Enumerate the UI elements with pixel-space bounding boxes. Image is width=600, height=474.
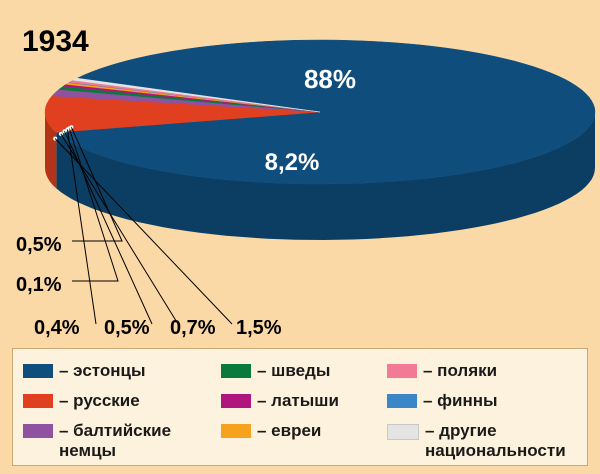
legend-item-swedes: – шведы — [221, 361, 330, 381]
value-label-1: 8,2% — [265, 149, 320, 176]
legend-swatch — [221, 424, 251, 438]
value-label-5: 0,4% — [34, 317, 80, 339]
leader-lines — [53, 125, 233, 325]
pie-slice-0 — [55, 39, 596, 185]
legend-item-estonians: – эстонцы — [23, 361, 146, 381]
callout-line-6 — [68, 128, 119, 282]
value-labels: 88% 8,2% 0,5% 0,1% 0,4% 0,5% 0,7% 1,5% — [16, 64, 356, 339]
legend-swatch — [387, 394, 417, 408]
legend-item-russians: – русские — [23, 391, 140, 411]
legend-label: – эстонцы — [59, 361, 146, 380]
legend-label: – евреи — [257, 421, 322, 440]
pie-sides — [45, 112, 596, 240]
value-label-2: 1,5% — [236, 317, 282, 339]
legend-label: – другие национальности — [425, 421, 566, 460]
legend-label: – балтийские немцы — [59, 421, 172, 460]
legend-swatch — [387, 364, 417, 378]
legend-swatch — [23, 424, 53, 438]
value-label-4: 0,5% — [104, 317, 150, 339]
legend-label: – финны — [423, 391, 498, 410]
legend-swatch — [23, 394, 53, 408]
legend-item-finns: – финны — [387, 391, 498, 411]
callout-line-7 — [70, 126, 123, 242]
legend-label: – латыши — [257, 391, 339, 410]
chart-title: 1934 — [22, 25, 89, 58]
callout-line-2 — [54, 138, 233, 325]
value-label-3: 0,7% — [170, 317, 216, 339]
legend-swatch — [221, 394, 251, 408]
pie-tops — [44, 39, 596, 185]
value-label-7: 0,5% — [16, 234, 62, 256]
pie-slice-8 — [72, 77, 321, 113]
legend-item-poles: – поляки — [387, 361, 497, 381]
legend-swatch — [387, 424, 419, 440]
legend-item-latvians: – латыши — [221, 391, 339, 411]
legend-item-baltic-germans: – балтийские немцы — [23, 421, 171, 461]
legend-label: – русские — [59, 391, 140, 410]
legend-label: – шведы — [257, 361, 331, 380]
pie-side-1 — [45, 112, 57, 189]
pie-side-0 — [56, 112, 596, 240]
value-label-6: 0,1% — [16, 274, 62, 296]
legend-item-jews: – евреи — [221, 421, 321, 441]
callout-line-5 — [67, 129, 97, 325]
legend-swatch — [221, 364, 251, 378]
legend-label: – поляки — [423, 361, 498, 380]
pie-slice-1 — [44, 95, 321, 133]
legend: – эстонцы – русские – балтийские немцы –… — [12, 348, 588, 466]
legend-swatch — [23, 364, 53, 378]
legend-item-other: – другие национальности — [387, 421, 566, 461]
value-label-0: 88% — [304, 64, 356, 94]
